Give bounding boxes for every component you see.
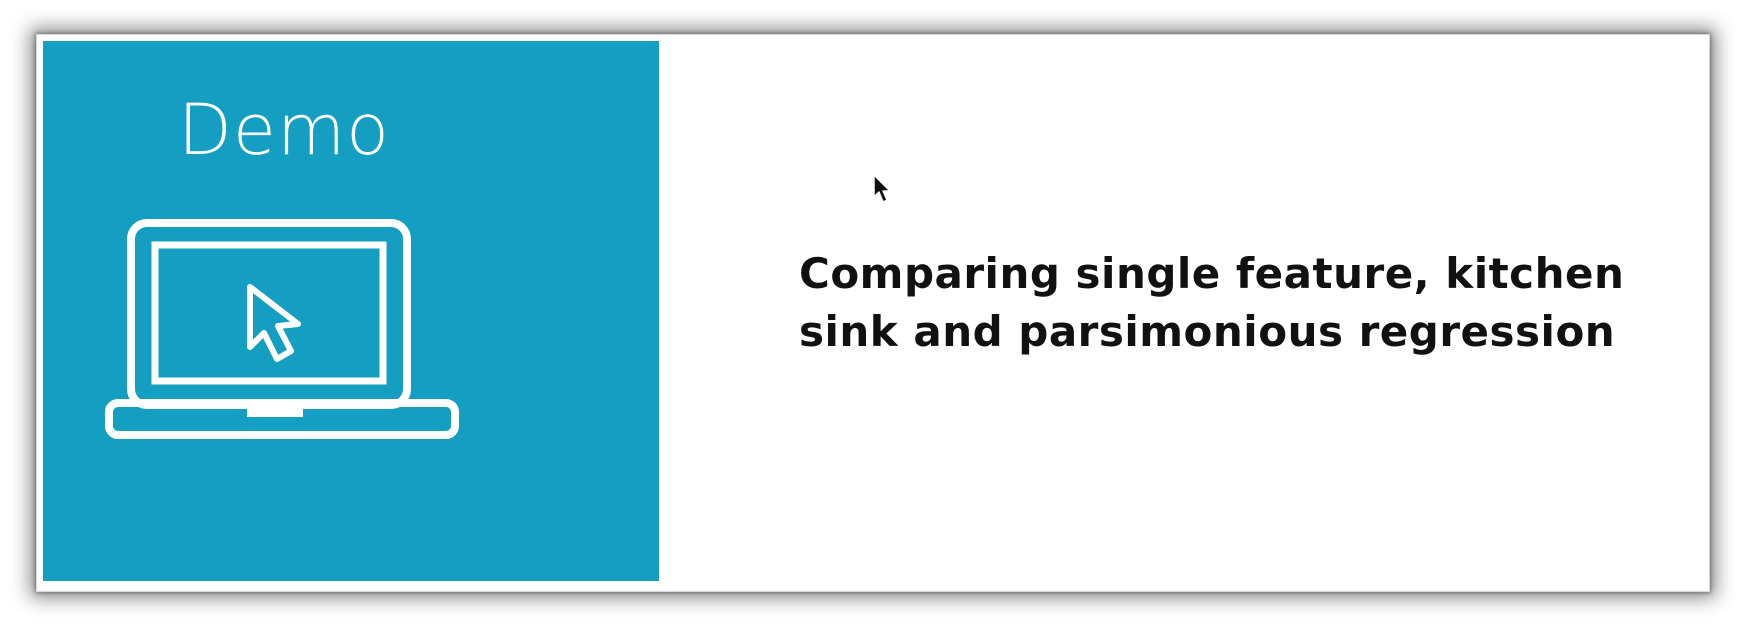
slide-window: Demo Comparing single feature, kitchen s… [36, 34, 1710, 592]
cursor-arrow-icon [247, 284, 301, 362]
slide-heading-line-1: Comparing single feature, kitchen [799, 249, 1625, 298]
laptop-icon [105, 219, 459, 439]
mouse-cursor-icon [873, 174, 891, 203]
slide-heading-line-2: sink and parsimonious regression [799, 307, 1616, 356]
demo-panel: Demo [43, 41, 659, 581]
slide-heading: Comparing single feature, kitchen sink a… [799, 245, 1679, 361]
demo-title: Demo [178, 89, 390, 171]
